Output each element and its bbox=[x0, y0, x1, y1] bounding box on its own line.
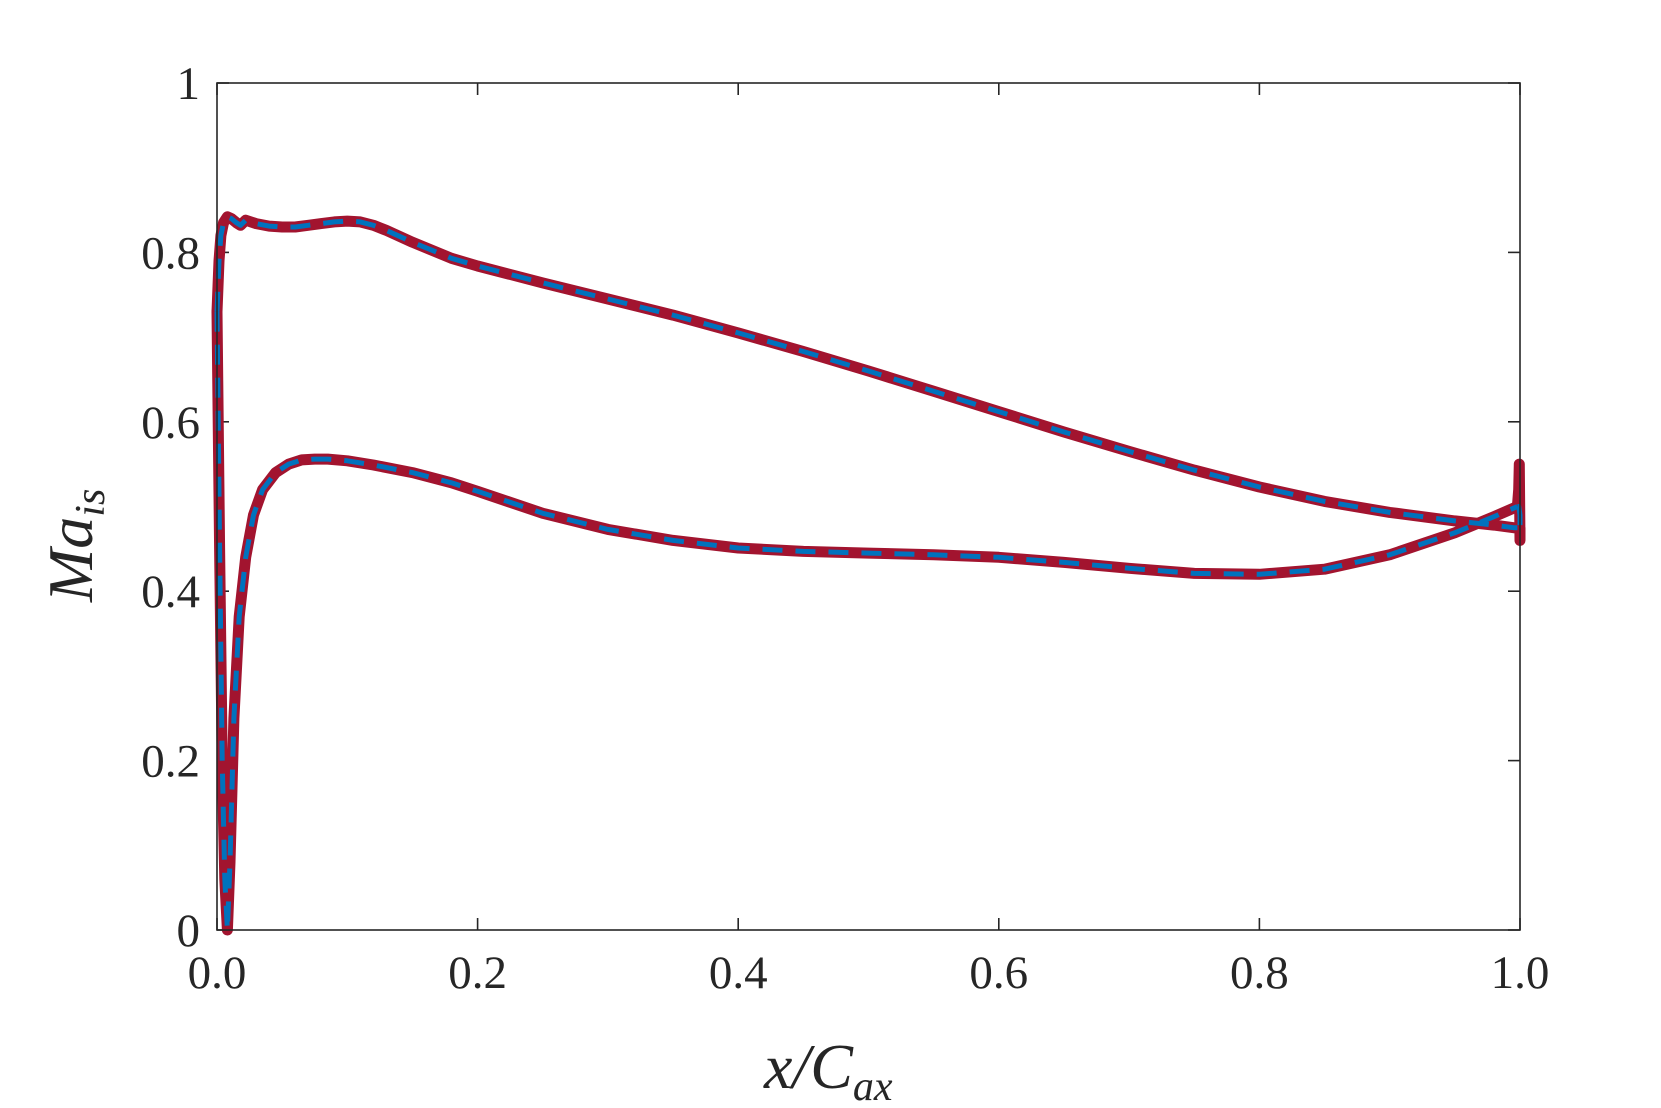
x-tick-label: 0.4 bbox=[709, 947, 768, 999]
y-tick-label: 0.4 bbox=[141, 566, 200, 618]
series-layer bbox=[211, 211, 1526, 936]
x-tick-label: 0.6 bbox=[969, 947, 1028, 999]
ticks-layer: 0.0 0.2 0.4 0.6 0.8 1.0 0 0.2 0.4 0.6 0.8 1 bbox=[141, 58, 1549, 999]
x-axis-label: x/Cax bbox=[763, 1031, 893, 1108]
y-tick-label: 0.2 bbox=[141, 736, 200, 788]
y-axis-label-main: Ma bbox=[35, 517, 106, 603]
y-axis-label: Mais bbox=[35, 489, 114, 603]
plot-frame bbox=[216, 82, 1521, 931]
x-axis-label-sub: ax bbox=[853, 1064, 893, 1108]
y-tick-label: 0.6 bbox=[141, 397, 200, 449]
y-axis-label-sub: is bbox=[68, 489, 114, 517]
x-tick-label: 0.2 bbox=[448, 947, 507, 999]
x-tick-label: 1.0 bbox=[1491, 947, 1550, 999]
y-tick-label: 0.8 bbox=[141, 227, 200, 279]
x-tick-label: 0.8 bbox=[1230, 947, 1289, 999]
x-tick-label: 0.0 bbox=[188, 947, 247, 999]
x-axis-label-main: x/C bbox=[763, 1031, 854, 1102]
series-2-suction-side-line bbox=[214, 214, 1518, 531]
y-tick-label: 0 bbox=[177, 905, 201, 957]
y-tick-label: 1 bbox=[177, 58, 201, 110]
series-2-pressure-side-line bbox=[214, 311, 1519, 933]
